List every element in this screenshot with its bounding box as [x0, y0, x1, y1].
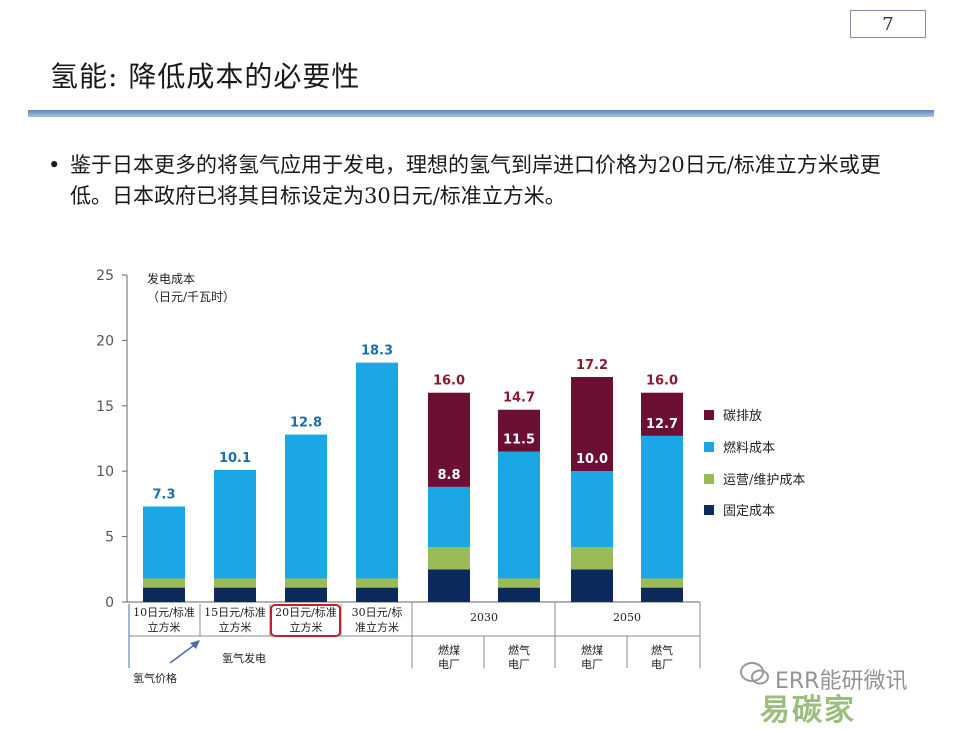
bar-segment	[356, 362, 398, 579]
bar-segment	[641, 392, 683, 436]
bar-segment	[571, 569, 613, 602]
group-label-2030: 2030	[470, 611, 498, 624]
bar-segment	[214, 578, 256, 588]
watermark-main-text: ERR能研微讯	[775, 669, 908, 694]
bar-segment	[214, 587, 256, 602]
highlight-box	[270, 604, 341, 637]
bar-inner-label: 10.0	[576, 452, 608, 467]
bar-segment	[498, 451, 540, 579]
category-label-line: 20日元/标准	[275, 605, 337, 619]
y-tick-label: 5	[105, 530, 114, 546]
group-label-2050: 2050	[613, 611, 641, 624]
bar-segment	[641, 587, 683, 602]
legend-label: 燃料成本	[723, 440, 775, 456]
bar-segment	[285, 578, 327, 588]
category-label-line: 30日元/标	[352, 605, 403, 619]
legend-swatch	[704, 410, 714, 420]
bullet-text: 鉴于日本更多的将氢气应用于发电，理想的氢气到岸进口价格为20日元/标准立方米或更…	[70, 153, 881, 208]
bar-segment	[498, 409, 540, 452]
bar-total-label: 16.0	[646, 374, 678, 389]
bar-segment	[143, 587, 185, 602]
group-label-hydrogen: 氢气发电	[222, 651, 266, 665]
y-tick-label: 25	[96, 268, 114, 284]
y-tick-label: 0	[105, 595, 114, 611]
plant-label-line: 电厂	[508, 658, 530, 671]
legend-label: 碳排放	[723, 409, 762, 424]
legend-swatch	[704, 505, 714, 515]
bar-total-label: 16.0	[433, 374, 465, 389]
annotation-label: 氢气价格	[133, 671, 177, 685]
y-tick-label: 15	[96, 399, 114, 415]
bar-total-label: 10.1	[219, 451, 251, 466]
bullet-point: • 鉴于日本更多的将氢气应用于发电，理想的氢气到岸进口价格为20日元/标准立方米…	[48, 150, 918, 212]
category-label-line: 立方米	[290, 620, 323, 634]
annotation-arrow-head	[190, 640, 200, 649]
bar-inner-label: 12.7	[646, 417, 678, 432]
plant-label-line: 燃煤	[581, 643, 603, 657]
annotation-arrow-line	[169, 642, 198, 664]
bar-segment	[428, 486, 470, 548]
plant-label-line: 燃气	[651, 643, 673, 657]
bar-segment	[641, 578, 683, 588]
plant-label-line: 燃煤	[438, 643, 460, 657]
bar-total-label: 14.7	[503, 391, 535, 406]
bar-total-label: 12.8	[290, 416, 322, 431]
bar-segment	[498, 587, 540, 602]
bar-inner-label: 11.5	[503, 433, 535, 448]
title-divider	[28, 110, 934, 117]
category-label-line: 立方米	[219, 620, 252, 634]
bar-segment	[356, 578, 398, 588]
plant-label-line: 电厂	[438, 658, 460, 671]
legend-label: 固定成本	[723, 504, 775, 519]
bar-segment	[285, 587, 327, 602]
plant-label-line: 电厂	[651, 658, 673, 671]
legend-label: 运营/维护成本	[723, 473, 805, 488]
bar-segment	[571, 377, 613, 472]
bar-segment	[498, 578, 540, 588]
bar-inner-label: 8.8	[437, 468, 460, 483]
slide-title: 氢能: 降低成本的必要性	[50, 60, 361, 93]
bar-segment	[641, 435, 683, 579]
y-tick-label: 20	[96, 333, 114, 349]
category-label-line: 准立方米	[355, 620, 399, 634]
y-axis-title: 发电成本	[147, 271, 195, 286]
bar-total-label: 18.3	[361, 344, 393, 359]
watermark-sub-text: 易碳家	[760, 693, 856, 728]
plant-label-line: 燃气	[508, 643, 530, 657]
category-label-line: 15日元/标准	[204, 605, 266, 619]
category-label-line: 立方米	[148, 620, 181, 634]
legend-swatch	[704, 474, 714, 484]
bar-segment	[571, 547, 613, 570]
bullet-dot-icon: •	[48, 153, 61, 177]
bar-segment	[428, 547, 470, 570]
bar-segment	[428, 392, 470, 487]
bar-segment	[143, 506, 185, 579]
wechat-icon	[740, 662, 769, 685]
bar-total-label: 17.2	[576, 358, 608, 373]
y-tick-label: 10	[96, 464, 114, 480]
page-number: 7	[850, 10, 926, 38]
watermark: ERR能研微讯 易碳家	[740, 655, 960, 728]
bar-segment	[143, 578, 185, 588]
y-axis-unit: （日元/千瓦时）	[147, 290, 235, 304]
bar-total-label: 7.3	[152, 488, 175, 503]
bar-segment	[214, 469, 256, 579]
category-label-line: 10日元/标准	[133, 605, 195, 619]
legend-swatch	[704, 442, 714, 452]
bar-segment	[571, 471, 613, 548]
bar-segment	[285, 434, 327, 579]
plant-label-line: 电厂	[581, 658, 603, 671]
bar-segment	[428, 569, 470, 602]
bar-segment	[356, 587, 398, 602]
